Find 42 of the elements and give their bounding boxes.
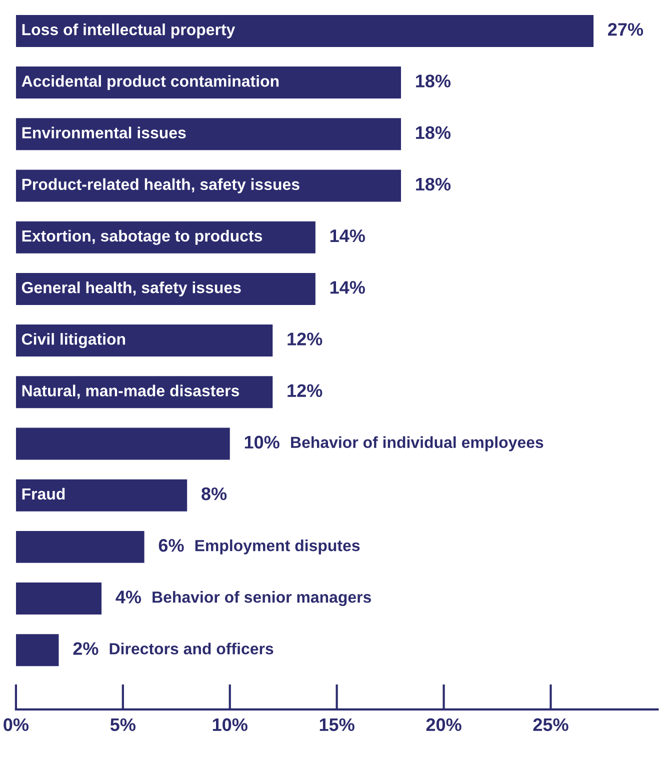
data-label: 14% (330, 229, 365, 242)
data-label: 10% (244, 436, 280, 449)
x-tick-label: 15% (320, 718, 354, 732)
bar (16, 634, 59, 666)
y-tick-label: Accidental product contamination (22, 75, 279, 90)
data-label: 18% (416, 178, 451, 191)
data-label: 2% (73, 642, 98, 655)
data-label: 18% (416, 74, 451, 88)
y-tick-label: Civil litigation (22, 333, 126, 348)
bar (16, 428, 230, 460)
bar (16, 14, 594, 47)
y-tick-label: Environmental issues (22, 126, 186, 138)
y-tick-label: Extortion, sabotage to products (22, 230, 262, 245)
y-tick-label: Behavior of senior managers (152, 591, 372, 606)
x-tick-label: 20% (426, 718, 462, 732)
data-label: 12% (288, 332, 322, 346)
data-label: 6% (158, 539, 184, 552)
bar (16, 66, 401, 99)
y-tick-label: Directors and officers (110, 642, 274, 654)
bar (16, 272, 316, 305)
y-tick-label: Fraud (22, 488, 65, 500)
x-tick-label: 0% (4, 718, 29, 732)
y-tick-label: Natural, man-made disasters (22, 384, 240, 399)
data-label: 4% (116, 590, 142, 604)
bar (16, 530, 144, 563)
bar (16, 324, 273, 357)
bar (16, 479, 188, 512)
data-label: 18% (416, 126, 451, 139)
y-tick-label: Employment disputes (195, 539, 360, 554)
y-tick-label: Behavior of individual employees (291, 436, 544, 452)
x-tick-label: 25% (533, 718, 568, 732)
data-label: 27% (608, 23, 644, 36)
x-tick-label: 5% (110, 718, 136, 732)
bar (16, 582, 102, 615)
data-label: 8% (202, 487, 227, 500)
y-tick-label: Loss of intellectual property (22, 24, 236, 38)
x-tick-label: 10% (212, 718, 248, 732)
y-tick-label: General health, safety issues (22, 282, 241, 296)
data-label: 14% (330, 281, 365, 294)
y-tick-label: Product-related health, safety issues (22, 178, 300, 194)
data-label: 12% (288, 384, 322, 397)
bar (16, 118, 401, 150)
